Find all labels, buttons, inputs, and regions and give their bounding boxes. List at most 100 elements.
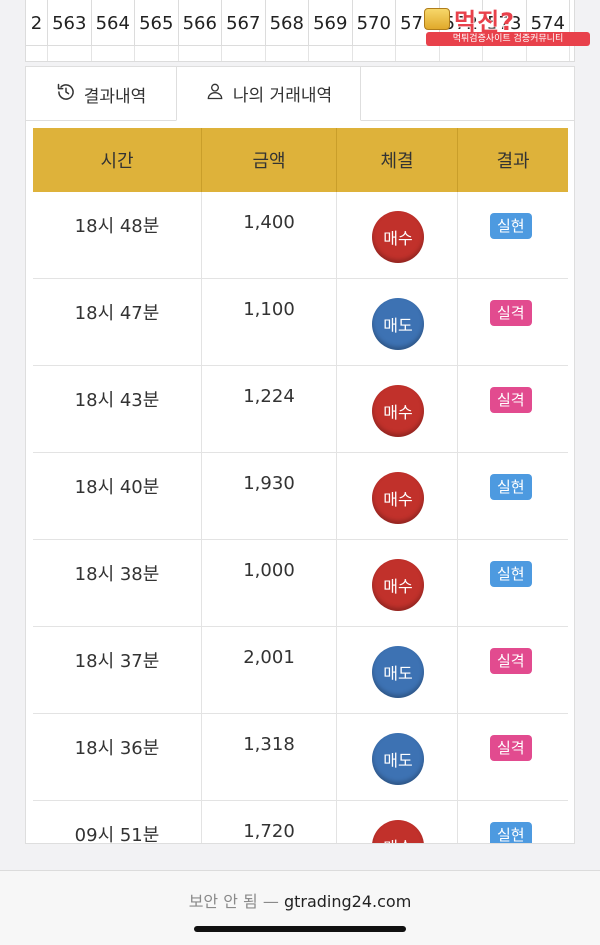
cell-result: 실현 xyxy=(458,540,568,627)
amount-text: 1,224 xyxy=(243,386,295,407)
round-number-cell: 573 xyxy=(483,0,527,46)
cell-amount: 1,318 xyxy=(202,714,337,801)
sell-badge: 매도 xyxy=(372,733,424,785)
cell-execution: 매수 xyxy=(337,801,458,843)
home-indicator[interactable] xyxy=(194,926,406,932)
result-win-badge: 실현 xyxy=(490,474,532,500)
cell-amount: 1,400 xyxy=(202,192,337,279)
round-number-subcell xyxy=(179,46,222,61)
url-display[interactable]: 보안 안 됨 — gtrading24.com xyxy=(0,888,600,912)
cell-result: 실현 xyxy=(458,801,568,843)
cell-execution: 매수 xyxy=(337,453,458,540)
table-row: 18시 43분 1,224 매수 실격 xyxy=(33,366,568,453)
sell-badge: 매도 xyxy=(372,298,424,350)
cell-time: 18시 48분 xyxy=(33,192,202,279)
tab-my-trade-history[interactable]: 나의 거래내역 xyxy=(176,67,361,121)
cell-result: 실격 xyxy=(458,366,568,453)
result-lose-badge: 실격 xyxy=(490,387,532,413)
amount-text: 2,001 xyxy=(243,647,295,668)
amount-text: 1,100 xyxy=(243,299,295,320)
cell-result: 실격 xyxy=(458,627,568,714)
time-text: 18시 43분 xyxy=(74,390,160,411)
cell-time: 18시 38분 xyxy=(33,540,202,627)
round-number-subcell xyxy=(353,46,396,61)
site-watermark: 먹진? 먹튀검증사이트 검증커뮤니티 xyxy=(424,2,594,48)
time-text: 09시 51분 xyxy=(74,825,160,844)
amount-text: 1,000 xyxy=(243,560,295,581)
result-lose-badge: 실격 xyxy=(490,648,532,674)
round-number-cell: 2 xyxy=(26,0,48,46)
round-number-subcell xyxy=(396,46,440,61)
table-row: 09시 51분 1,720 매수 실현 xyxy=(33,801,568,844)
round-number-subcell xyxy=(266,46,309,61)
buy-badge: 매수 xyxy=(372,559,424,611)
round-number-cell: 567 xyxy=(222,0,266,46)
cell-result: 실현 xyxy=(458,192,568,279)
time-text: 18시 37분 xyxy=(74,651,160,672)
round-number-subcell xyxy=(527,46,570,61)
insecure-label: 보안 안 됨 xyxy=(188,892,258,911)
cell-time: 18시 37분 xyxy=(33,627,202,714)
cell-amount: 2,001 xyxy=(202,627,337,714)
url-domain: gtrading24.com xyxy=(283,892,412,911)
cell-time: 18시 47분 xyxy=(33,279,202,366)
cell-result: 실현 xyxy=(458,453,568,540)
header-execution: 체결 xyxy=(337,128,458,192)
cell-amount: 1,000 xyxy=(202,540,337,627)
header-result: 결과 xyxy=(496,151,530,172)
sell-badge: 매도 xyxy=(372,646,424,698)
result-lose-badge: 실격 xyxy=(490,735,532,761)
round-number-subcell xyxy=(135,46,179,61)
watermark-logo-icon xyxy=(424,8,450,30)
time-text: 18시 47분 xyxy=(74,303,160,324)
time-text: 18시 48분 xyxy=(74,216,160,237)
browser-address-bar[interactable]: 보안 안 됨 — gtrading24.com xyxy=(0,870,600,945)
watermark-title: 먹진? xyxy=(454,8,516,36)
amount-text: 1,930 xyxy=(243,473,295,494)
tab-label: 나의 거래내역 xyxy=(232,85,333,106)
round-number-cell: 569 xyxy=(309,0,353,46)
trade-history-panel: 결과내역 나의 거래내역 시간 금액 체결 결과 18시 48분 1,400 매수 실… xyxy=(25,66,575,844)
buy-badge: 매수 xyxy=(372,472,424,524)
cell-time: 18시 43분 xyxy=(33,366,202,453)
history-tabs: 결과내역 나의 거래내역 xyxy=(26,67,574,121)
user-icon xyxy=(205,81,225,106)
table-row: 18시 36분 1,318 매도 실격 xyxy=(33,714,568,801)
header-time: 시간 xyxy=(33,128,202,192)
header-amount: 금액 xyxy=(202,128,337,192)
table-row: 18시 37분 2,001 매도 실격 xyxy=(33,627,568,714)
history-icon xyxy=(56,82,76,107)
round-number-subrow xyxy=(26,46,574,61)
round-number-subcell xyxy=(440,46,483,61)
result-lose-badge: 실격 xyxy=(490,300,532,326)
tab-result-history[interactable]: 결과내역 xyxy=(26,67,176,121)
cell-time: 09시 51분 xyxy=(33,801,202,844)
buy-badge: 매수 xyxy=(372,820,424,843)
round-number-cell: 570 xyxy=(353,0,396,46)
table-row: 18시 38분 1,000 매수 실현 xyxy=(33,540,568,627)
round-number-subcell xyxy=(222,46,266,61)
round-number-cell: 568 xyxy=(266,0,309,46)
round-number-cell: 574 xyxy=(527,0,570,46)
cell-result: 실격 xyxy=(458,279,568,366)
time-text: 18시 36분 xyxy=(74,738,160,759)
tab-label: 결과내역 xyxy=(83,86,147,107)
cell-amount: 1,930 xyxy=(202,453,337,540)
cell-execution: 매수 xyxy=(337,192,458,279)
round-number-subcell xyxy=(483,46,527,61)
round-number-cell: 563 xyxy=(48,0,92,46)
result-win-badge: 실현 xyxy=(490,561,532,587)
time-text: 18시 38분 xyxy=(74,564,160,585)
cell-amount: 1,100 xyxy=(202,279,337,366)
round-number-cell: 572 xyxy=(440,0,483,46)
cell-time: 18시 40분 xyxy=(33,453,202,540)
round-number-cell: 566 xyxy=(179,0,222,46)
table-row: 18시 48분 1,400 매수 실현 xyxy=(33,192,568,279)
round-number-subcell xyxy=(309,46,353,61)
cell-execution: 매수 xyxy=(337,540,458,627)
table-body: 18시 48분 1,400 매수 실현 18시 47분 1,100 매도 실격 18시 43분 1… xyxy=(33,192,568,844)
cell-execution: 매도 xyxy=(337,714,458,801)
trade-table: 시간 금액 체결 결과 18시 48분 1,400 매수 실현 18시 47분 1,100… xyxy=(33,128,568,844)
buy-badge: 매수 xyxy=(372,211,424,263)
table-row: 18시 40분 1,930 매수 실현 xyxy=(33,453,568,540)
